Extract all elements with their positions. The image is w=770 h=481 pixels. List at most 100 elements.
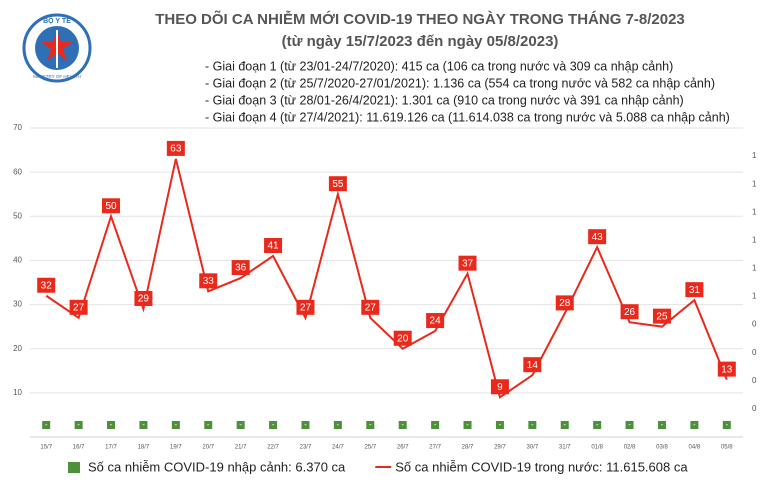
value-label-box xyxy=(199,273,218,289)
bar-value-label: - xyxy=(304,420,307,429)
bar-value-label: - xyxy=(77,420,80,429)
x-tick-label: 02/8 xyxy=(624,445,636,451)
chart-title: THEO DÕI CA NHIỄM MỚI COVID-19 THEO NGÀY… xyxy=(155,10,685,28)
bar xyxy=(690,421,699,429)
value-label-box xyxy=(523,357,542,373)
value-label-box xyxy=(361,299,380,315)
bar-value-label: - xyxy=(337,420,340,429)
value-label-box xyxy=(685,282,704,298)
value-label: 27 xyxy=(365,302,377,313)
bar xyxy=(139,421,148,429)
bar-value-label: - xyxy=(45,420,48,429)
annotation: - Giai đoạn 4 (từ 27/4/2021): 11.619.126… xyxy=(205,110,730,124)
value-label-box xyxy=(134,290,153,306)
value-label: 31 xyxy=(689,285,701,296)
y-tick-label: 40 xyxy=(13,256,22,265)
bar xyxy=(722,421,731,429)
x-tick-label: 05/8 xyxy=(721,445,733,451)
bar xyxy=(107,421,116,429)
bar-value-label: - xyxy=(239,420,242,429)
x-tick-label: 18/7 xyxy=(138,445,150,451)
value-label: 20 xyxy=(397,333,409,344)
value-label: 14 xyxy=(527,360,539,371)
value-label: 37 xyxy=(462,258,474,269)
value-label-box xyxy=(458,255,477,271)
value-label-box xyxy=(393,330,412,346)
logo-top-text: BỘ Y TẾ xyxy=(43,15,71,25)
value-label: 9 xyxy=(497,382,503,393)
value-label-box xyxy=(652,308,671,324)
y-tick-label: 60 xyxy=(13,167,22,176)
y2-tick-label: 1 xyxy=(752,207,757,216)
x-tick-label: 25/7 xyxy=(364,445,376,451)
bar xyxy=(463,421,472,429)
x-tick-label: 22/7 xyxy=(267,445,279,451)
bar xyxy=(366,421,375,429)
value-label-box xyxy=(69,299,88,315)
y-tick-label: 10 xyxy=(13,388,22,397)
x-tick-label: 16/7 xyxy=(73,445,85,451)
value-label: 27 xyxy=(73,302,85,313)
value-label: 24 xyxy=(430,316,442,327)
y2-tick-label: 1 xyxy=(752,264,757,273)
x-tick-label: 26/7 xyxy=(397,445,409,451)
bar-value-label: - xyxy=(207,420,210,429)
value-label: 32 xyxy=(41,280,53,291)
x-tick-label: 30/7 xyxy=(526,445,538,451)
value-label-box xyxy=(231,260,250,276)
value-label-box xyxy=(426,313,445,329)
legend-label: Số ca nhiễm COVID-19 nhập cảnh: 6.370 ca xyxy=(88,459,346,474)
bar-value-label: - xyxy=(401,420,404,429)
bar-value-label: - xyxy=(563,420,566,429)
bar xyxy=(398,421,407,429)
y2-tick-label: 0 xyxy=(752,376,757,385)
y2-tick-label: 1 xyxy=(752,151,757,160)
bar xyxy=(204,421,213,429)
chart-subtitle: (từ ngày 15/7/2023 đến ngày 05/8/2023) xyxy=(282,33,559,50)
value-label: 27 xyxy=(300,302,312,313)
x-tick-label: 23/7 xyxy=(300,445,312,451)
bar-value-label: - xyxy=(499,420,502,429)
legend-swatch xyxy=(68,462,80,473)
x-tick-label: 24/7 xyxy=(332,445,344,451)
bar-value-label: - xyxy=(596,420,599,429)
bar-value-label: - xyxy=(725,420,728,429)
bar-value-label: - xyxy=(661,420,664,429)
value-label: 13 xyxy=(721,364,733,375)
bar xyxy=(269,421,278,429)
value-label-box xyxy=(102,198,121,214)
bar-value-label: - xyxy=(369,420,372,429)
value-label: 26 xyxy=(624,307,636,318)
bar xyxy=(74,421,83,429)
value-label: 43 xyxy=(592,232,604,243)
y-tick-label: 30 xyxy=(13,300,22,309)
bar-value-label: - xyxy=(466,420,469,429)
bar-value-label: - xyxy=(693,420,696,429)
bar-value-label: - xyxy=(531,420,534,429)
logo: BỘ Y TẾ MINISTRY OF HEALTH xyxy=(22,13,92,83)
bar xyxy=(625,421,634,429)
line xyxy=(45,158,728,399)
bar xyxy=(495,421,504,429)
value-label-box xyxy=(588,229,607,245)
x-tick-label: 28/7 xyxy=(462,445,474,451)
y2-tick-label: 0 xyxy=(752,320,757,329)
value-label: 50 xyxy=(105,201,117,212)
annotation: - Giai đoạn 1 (từ 23/01-24/7/2020): 415 … xyxy=(205,59,673,73)
value-label: 33 xyxy=(203,276,215,287)
bar xyxy=(657,421,666,429)
x-tick-label: 17/7 xyxy=(105,445,117,451)
bar xyxy=(171,421,180,429)
value-label-box xyxy=(296,299,315,315)
logo-bottom-text: MINISTRY OF HEALTH xyxy=(33,74,81,79)
x-tick-label: 29/7 xyxy=(494,445,506,451)
value-label-box xyxy=(328,176,347,192)
value-label-box xyxy=(555,295,574,311)
bar-value-label: - xyxy=(142,420,145,429)
bar xyxy=(333,421,342,429)
bar-value-label: - xyxy=(272,420,275,429)
x-tick-label: 15/7 xyxy=(40,445,52,451)
y-tick-label: 50 xyxy=(13,211,22,220)
legend-label: Số ca nhiễm COVID-19 trong nước: 11.615.… xyxy=(395,459,688,474)
